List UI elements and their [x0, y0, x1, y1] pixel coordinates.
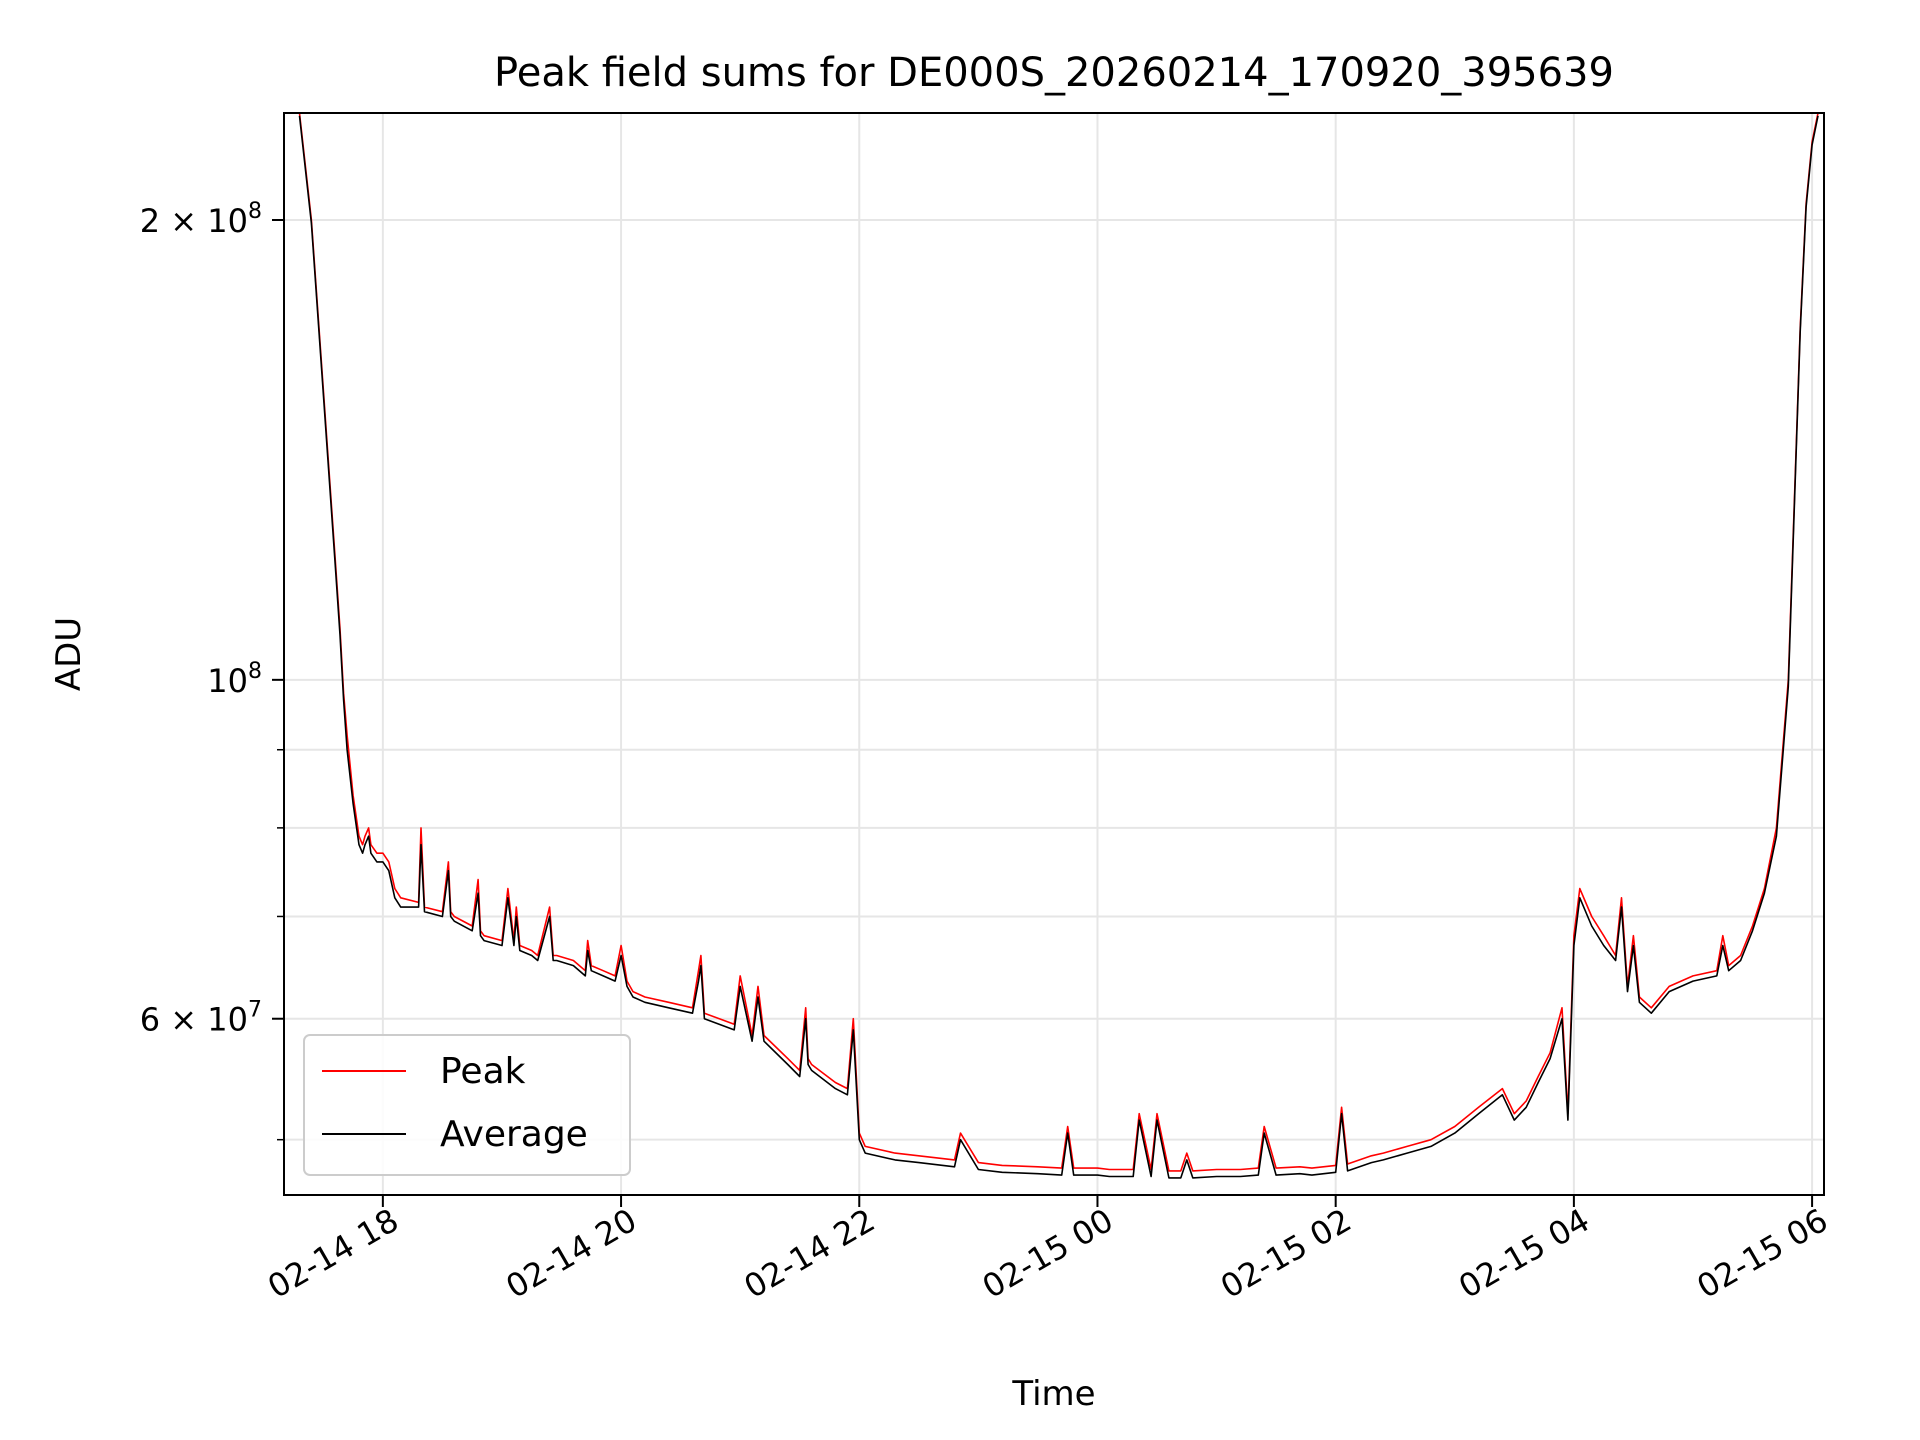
series-line-average — [298, 115, 1819, 1179]
legend-label-average: Average — [440, 1114, 588, 1155]
y-tick-label: 2 × 108 — [140, 199, 262, 240]
plot-frame — [283, 112, 1825, 1196]
y-axis-ticks: 2 × 108 108 6 × 107 — [140, 199, 284, 1141]
y-axis-label: ADU — [49, 617, 89, 691]
chart-title: Peak field sums for DE000S_20260214_1709… — [494, 50, 1614, 96]
y-tick-label: 6 × 107 — [140, 998, 262, 1039]
grid — [284, 113, 1824, 1195]
legend: Peak Average — [303, 1034, 631, 1176]
series-lines — [298, 113, 1819, 1179]
y-tick-label: 108 — [207, 659, 262, 700]
x-axis-label: Time — [1011, 1374, 1095, 1414]
legend-label-peak: Peak — [440, 1051, 526, 1092]
